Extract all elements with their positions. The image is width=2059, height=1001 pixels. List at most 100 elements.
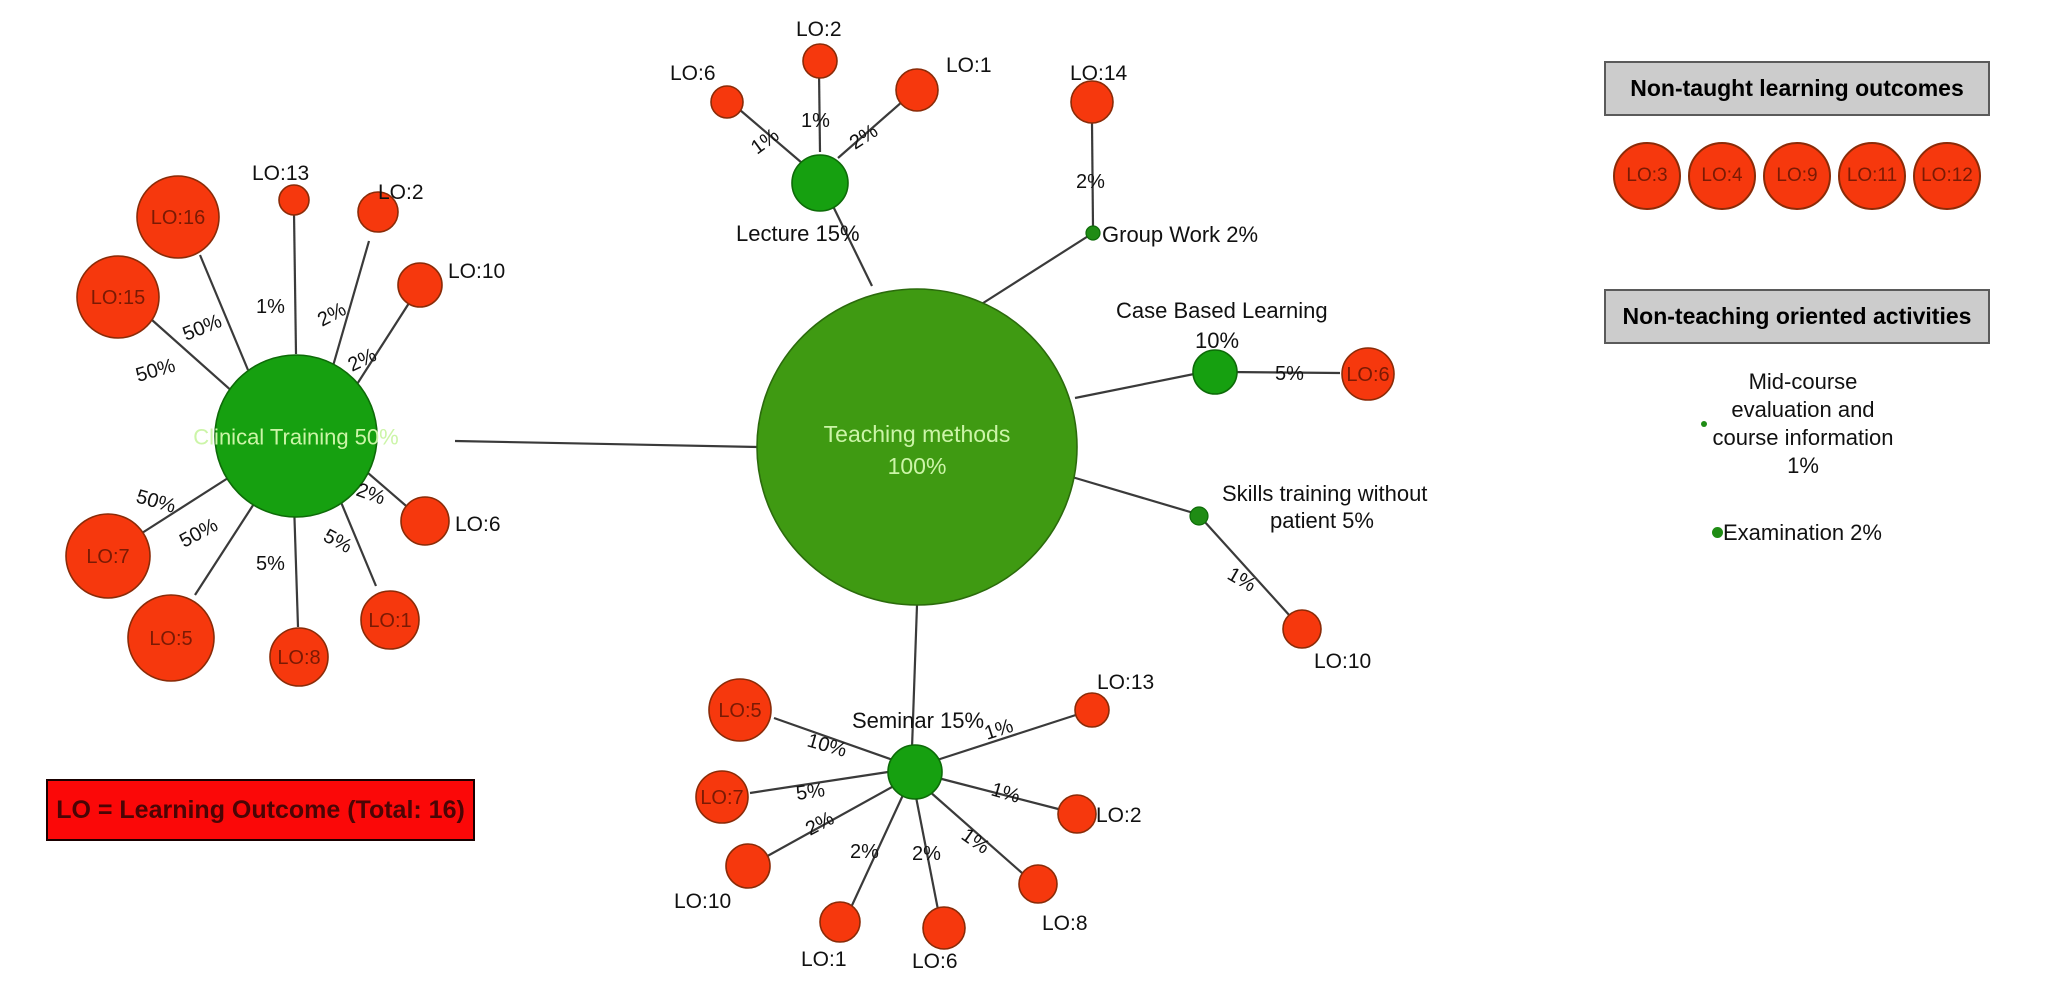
lo-label: LO:6 [1346, 364, 1389, 386]
non-taught-chip[interactable]: LO:12 [1913, 142, 1981, 210]
lo-node-ct-lo13[interactable]: LO:13 [252, 162, 310, 216]
activity-label-line: Mid-course [1748, 369, 1858, 394]
lo-label: LO:8 [277, 647, 320, 669]
node-lecture[interactable]: Lecture 15% [736, 154, 860, 246]
edge-root-group-work [979, 232, 1094, 306]
non-taught-panel: Non-taught learning outcomes LO:3 LO:4 L… [1604, 61, 1990, 210]
edge-root-lecture [829, 199, 873, 287]
edge-seminar-lo13 [936, 711, 1083, 762]
lo-node-ct-lo8[interactable]: LO:8 [269, 627, 329, 687]
edge-weight: 5% [795, 779, 827, 805]
lo-node-ct-lo5[interactable]: LO:5 [127, 594, 215, 682]
lo-label: LO:7 [700, 787, 743, 809]
edge-weight: 1% [989, 779, 1023, 808]
edge-weight: 2% [802, 807, 838, 840]
node-seminar[interactable]: Seminar 15% [852, 708, 984, 800]
edge-ct-lo5 [194, 495, 260, 596]
lo-node-ct-lo10[interactable]: LO:10 [397, 260, 505, 308]
non-taught-chip[interactable]: LO:9 [1763, 142, 1831, 210]
non-taught-chip[interactable]: LO:3 [1613, 142, 1681, 210]
edge-weight: 1% [256, 296, 285, 318]
edge-ct-lo7 [141, 470, 240, 534]
lo-label: LO:5 [149, 628, 192, 650]
lo-node-seminar-lo2[interactable]: LO:2 [1057, 794, 1142, 834]
lo-label: LO:6 [670, 62, 716, 85]
clinical-training-label: Clinical Training 50% [193, 425, 398, 450]
lo-node-seminar-lo8[interactable]: LO:8 [1018, 864, 1088, 935]
lo-label: LO:6 [455, 513, 501, 536]
lo-node-groupwork-lo14[interactable]: LO:14 [1070, 62, 1128, 124]
non-teaching-panel: Non-teaching oriented activities Mid-cou… [1604, 289, 1990, 547]
group-work-label: Group Work 2% [1102, 222, 1258, 247]
edge-weight: 1% [1224, 563, 1260, 597]
edge-skills-lo10 [1203, 520, 1291, 617]
activity-label-line: course information [1712, 425, 1894, 451]
lo-node-ct-lo15[interactable]: LO:15 [76, 255, 160, 339]
lo-node-lecture-lo6[interactable]: LO:6 [670, 62, 744, 119]
non-taught-panel-title: Non-taught learning outcomes [1604, 61, 1990, 116]
lo-node-seminar-lo7[interactable]: LO:7 [695, 770, 749, 824]
lo-node-ct-lo7[interactable]: LO:7 [65, 513, 151, 599]
lo-node-skills-lo10[interactable]: LO:10 [1282, 609, 1371, 673]
lo-node-seminar-lo10[interactable]: LO:10 [674, 843, 771, 913]
lo-node-cbl-lo6[interactable]: LO:6 [1341, 347, 1395, 401]
edge-root-clinical-training [454, 439, 759, 449]
lo-label: LO:2 [378, 181, 424, 204]
non-taught-chip[interactable]: LO:4 [1688, 142, 1756, 210]
lo-node-seminar-lo1[interactable]: LO:1 [801, 901, 861, 971]
activity-item-examination[interactable]: Examination 2% [1604, 519, 1990, 547]
edge-root-skills-training [1071, 475, 1198, 516]
lo-node-lecture-lo1[interactable]: LO:1 [895, 54, 992, 112]
green-dot-icon [1700, 421, 1707, 428]
edge-lecture-lo2 [817, 69, 822, 153]
edge-weight: 1% [982, 715, 1016, 745]
lo-node-ct-lo6[interactable]: LO:6 [400, 496, 501, 546]
non-taught-chip-row: LO:3 LO:4 LO:9 LO:11 LO:12 [1604, 142, 1990, 210]
edge-weight: 1% [801, 110, 830, 132]
node-teaching-methods[interactable]: Teaching methods 100% [756, 288, 1078, 606]
lo-label: LO:13 [252, 162, 309, 185]
node-case-based-learning[interactable]: Case Based Learning 10% [1116, 298, 1328, 395]
edge-seminar-lo8 [928, 790, 1031, 881]
lo-node-seminar-lo6[interactable]: LO:6 [912, 906, 966, 973]
edges-group-work [1090, 121, 1095, 228]
edge-root-seminar [910, 604, 919, 749]
lo-node-ct-lo1[interactable]: LO:1 [360, 590, 420, 650]
edge-weight: 2% [850, 841, 879, 863]
edge-ct-lo15 [151, 319, 244, 402]
activity-label: Mid-course evaluation and course informa… [1713, 368, 1894, 481]
lo-node-ct-lo16[interactable]: LO:16 [136, 175, 220, 259]
edge-labels-case-based: 5% [1275, 363, 1304, 385]
node-group-work[interactable]: Group Work 2% [1085, 222, 1258, 247]
lo-label: LO:13 [1097, 671, 1154, 694]
node-clinical-training[interactable]: Clinical Training 50% [193, 354, 399, 518]
edge-labels-group-work: 2% [1076, 171, 1105, 193]
edge-seminar-lo1 [847, 794, 904, 915]
skills-training-label-line1: Skills training without [1222, 481, 1427, 506]
green-dot-icon [1712, 527, 1723, 539]
lo-node-ct-lo2[interactable]: LO:2 [357, 181, 424, 233]
lo-node-seminar-lo5[interactable]: LO:5 [708, 678, 772, 742]
edge-weight: 5% [1275, 363, 1304, 385]
edges-root-to-methods [454, 199, 1205, 749]
activity-label-line: 1% [1787, 453, 1819, 479]
edge-weight: 5% [256, 553, 285, 575]
lo-node-lecture-lo2[interactable]: LO:2 [796, 18, 842, 79]
teaching-methods-label-line1: Teaching methods [824, 421, 1011, 447]
seminar-label: Seminar 15% [852, 708, 984, 733]
edge-root-case-based [1074, 370, 1205, 400]
non-teaching-panel-title: Non-teaching oriented activities [1604, 289, 1990, 344]
node-skills-training[interactable]: Skills training without patient 5% [1189, 481, 1427, 533]
edge-lecture-lo1 [837, 100, 904, 159]
lo-node-seminar-lo13[interactable]: LO:13 [1074, 671, 1154, 728]
non-taught-chip[interactable]: LO:11 [1838, 142, 1906, 210]
activity-item-mid-course[interactable]: Mid-course evaluation and course informa… [1604, 368, 1990, 481]
learning-outcome-legend: LO = Learning Outcome (Total: 16) [46, 779, 475, 841]
edge-ct-lo16 [198, 254, 250, 371]
edge-labels-skills-training: 1% [1224, 563, 1260, 597]
edge-seminar-lo7 [749, 770, 889, 795]
edge-seminar-lo6 [914, 796, 942, 921]
lo-label: LO:6 [912, 950, 958, 973]
edge-weight: 5% [320, 525, 356, 558]
